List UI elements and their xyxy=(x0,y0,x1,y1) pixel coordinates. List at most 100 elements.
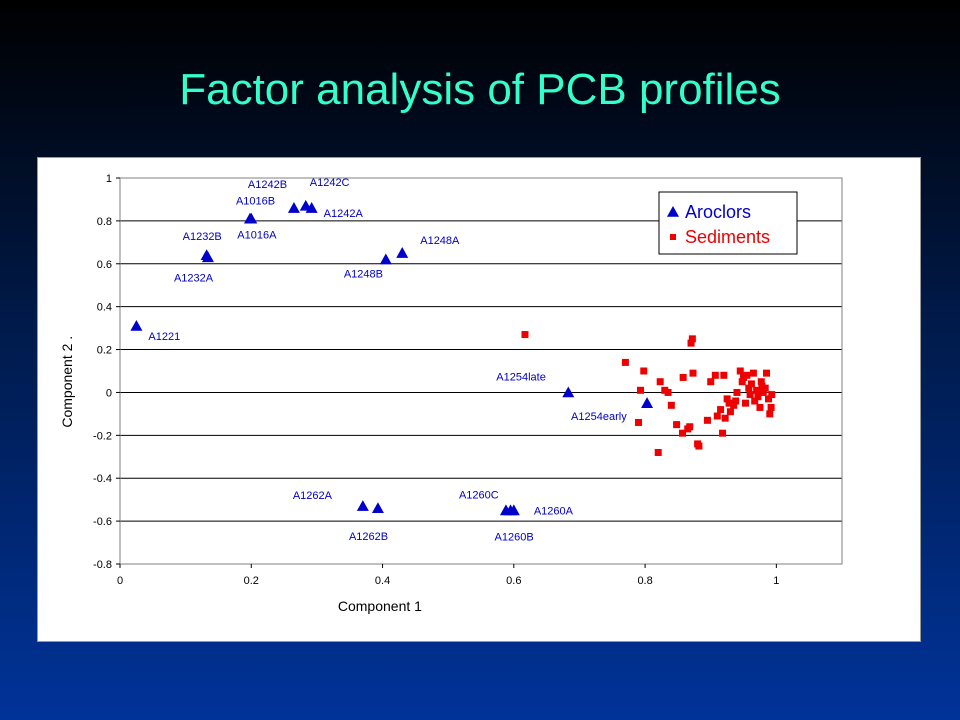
aroclor-point xyxy=(371,502,384,514)
sediment-point xyxy=(766,410,774,418)
y-tick-label: -0.4 xyxy=(93,473,112,485)
y-tick-label: -0.6 xyxy=(93,516,112,528)
y-tick-label: 0 xyxy=(106,387,112,399)
aroclor-point xyxy=(287,202,300,213)
aroclor-point-label: A1016B xyxy=(236,196,275,208)
aroclor-point xyxy=(356,500,369,511)
x-axis-ticks: 0 0.2 0.4 0.6 0.8 1 xyxy=(117,564,779,587)
aroclor-point-label: A1260A xyxy=(534,505,574,517)
sediment-point xyxy=(521,331,529,339)
sediment-point xyxy=(635,418,643,426)
x-axis-title: Component 1 xyxy=(338,598,422,614)
aroclor-point-label: A1262A xyxy=(293,490,333,502)
x-tick-label: 0.8 xyxy=(637,575,652,587)
y-tick-label: -0.8 xyxy=(93,559,112,571)
scatter-chart: -0.8 -0.6 -0.4 -0.2 0 0.2 0.4 0.6 0.8 1 0 0.2 0.4 0.… xyxy=(59,173,843,614)
sediment-point xyxy=(761,384,769,392)
sediment-point xyxy=(754,393,762,401)
sediment-point xyxy=(726,408,734,416)
sediment-point xyxy=(687,339,695,347)
legend-entry-aroclors xyxy=(667,206,679,217)
aroclor-point xyxy=(396,247,409,258)
y-tick-label: -0.2 xyxy=(93,430,112,442)
x-tick-label: 0.6 xyxy=(506,575,521,587)
sediment-point xyxy=(763,369,771,377)
series-aroclors xyxy=(130,199,654,516)
plot-area xyxy=(119,177,843,565)
aroclor-point xyxy=(130,319,143,331)
legend-label-aroclors: Aroclors xyxy=(685,202,751,222)
x-tick-label: 0 xyxy=(117,575,123,587)
sediment-point xyxy=(636,386,644,394)
aroclor-point-label: A1242C xyxy=(310,177,350,189)
sediment-point xyxy=(654,448,662,456)
sediment-point xyxy=(621,358,629,366)
sediment-point xyxy=(721,414,729,422)
sediment-point xyxy=(749,369,757,377)
y-tick-label: 0.8 xyxy=(97,216,112,228)
sediment-point xyxy=(738,378,746,386)
x-tick-label: 1 xyxy=(773,575,779,587)
aroclor-point xyxy=(504,504,517,516)
aroclor-point-label: A1242A xyxy=(324,208,364,220)
legend: Aroclors Sediments xyxy=(658,191,798,255)
sediment-point xyxy=(723,395,731,403)
legend-entry-sediments xyxy=(670,234,676,240)
aroclor-point xyxy=(305,202,318,213)
series-sediments xyxy=(521,331,776,456)
aroclor-point-label: A1221 xyxy=(148,331,180,343)
sediment-point xyxy=(747,380,755,388)
x-tick-label: 0.2 xyxy=(244,575,259,587)
sediment-point xyxy=(656,378,664,386)
aroclor-point xyxy=(201,251,214,263)
sediment-point xyxy=(667,401,675,409)
aroclor-point-label: A1260C xyxy=(459,489,499,501)
sediment-point xyxy=(759,388,767,396)
aroclor-point-label: A1254early xyxy=(571,411,627,423)
sediment-point xyxy=(742,399,750,407)
aroclor-point-label: A1248A xyxy=(420,235,460,247)
aroclor-point xyxy=(245,212,258,224)
sediment-point xyxy=(753,386,761,394)
aroclor-point-label: A1016A xyxy=(237,230,277,242)
y-tick-label: 0.4 xyxy=(97,302,112,314)
aroclor-point-label: A1262B xyxy=(349,531,388,543)
chart-panel: -0.8 -0.6 -0.4 -0.2 0 0.2 0.4 0.6 0.8 1 0 0.2 0.4 0.… xyxy=(37,157,921,642)
sediment-point xyxy=(730,401,738,409)
sediment-point xyxy=(725,399,733,407)
y-tick-label: 0.2 xyxy=(97,345,112,357)
sediment-point xyxy=(640,367,648,375)
sediment-point xyxy=(679,373,687,381)
sediment-point xyxy=(719,429,727,437)
sediment-point xyxy=(732,397,740,405)
y-tick-label: 0.6 xyxy=(97,259,112,271)
y-axis-ticks: -0.8 -0.6 -0.4 -0.2 0 0.2 0.4 0.6 0.8 1 xyxy=(93,173,120,571)
sediment-point xyxy=(689,369,697,377)
sediment-point xyxy=(745,384,753,392)
sediment-point xyxy=(711,371,719,379)
sediment-point xyxy=(713,412,721,420)
sediment-point xyxy=(733,388,741,396)
sediment-point xyxy=(767,403,775,411)
sediment-point xyxy=(707,378,715,386)
aroclor-point-label: A1248B xyxy=(344,268,383,280)
aroclor-point xyxy=(562,386,575,398)
sediment-point xyxy=(751,397,759,405)
legend-marker-triangle xyxy=(667,206,679,217)
legend-box xyxy=(658,191,798,255)
sediment-point xyxy=(764,395,772,403)
aroclor-point xyxy=(379,253,392,265)
slide-title: Factor analysis of PCB profiles xyxy=(179,65,781,114)
sediment-point xyxy=(717,406,725,414)
point-labels: A1221 A1232B A1232A A1016B A1016A A1242B A1242… xyxy=(148,177,627,544)
sediment-point xyxy=(768,391,776,399)
sediment-point xyxy=(746,391,754,399)
sediment-point xyxy=(688,335,696,343)
sediment-point xyxy=(686,423,694,431)
x-tick-label: 0.4 xyxy=(375,575,390,587)
aroclor-point-label: A1242B xyxy=(248,179,287,191)
aroclor-point-label: A1232A xyxy=(174,272,214,284)
aroclor-point-label: A1254late xyxy=(496,371,546,383)
sediment-point xyxy=(743,371,751,379)
y-tick-label: 1 xyxy=(106,173,112,185)
